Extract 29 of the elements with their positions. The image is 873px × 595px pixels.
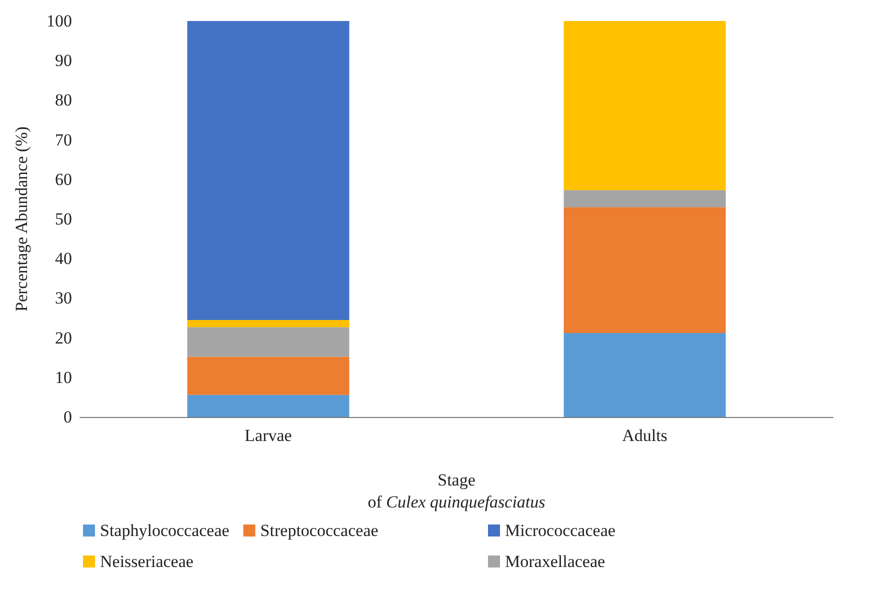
x-tick-label: Adults: [622, 426, 668, 445]
bar: [564, 21, 726, 190]
bar: [187, 327, 350, 357]
y-tick-label: 70: [55, 130, 72, 150]
bar: [187, 320, 350, 328]
x-tick-label: Larvae: [244, 426, 292, 445]
bar: [187, 394, 350, 417]
bar: [564, 207, 726, 334]
legend-label: Neisseriaceae: [100, 552, 194, 571]
y-tick-label: 50: [55, 210, 72, 228]
y-tick-label: 60: [55, 170, 72, 189]
y-axis-title: Percentage Abundance (%): [12, 126, 31, 312]
y-tick-label: 20: [55, 328, 72, 348]
bar: [187, 21, 350, 320]
bar: [187, 356, 350, 395]
legend-label: Staphylococcaceae: [100, 521, 230, 540]
y-tick-label: 90: [55, 51, 72, 70]
legend-label: Moraxellaceae: [505, 552, 606, 571]
y-tick-label: 100: [46, 12, 72, 30]
legend-label: Streptococcaceae: [260, 521, 378, 540]
bar: [564, 190, 726, 208]
text: Stage of Culex quinquefasciatus: [368, 470, 546, 512]
y-tick-label: 80: [55, 90, 72, 110]
y-tick-label: 30: [55, 288, 72, 308]
y-tick-label: 40: [55, 249, 72, 268]
y-tick-label: 0: [64, 408, 72, 426]
legend-label: Micrococcaceae: [505, 521, 616, 540]
bar: [564, 333, 726, 417]
y-tick-label: 10: [55, 368, 72, 387]
